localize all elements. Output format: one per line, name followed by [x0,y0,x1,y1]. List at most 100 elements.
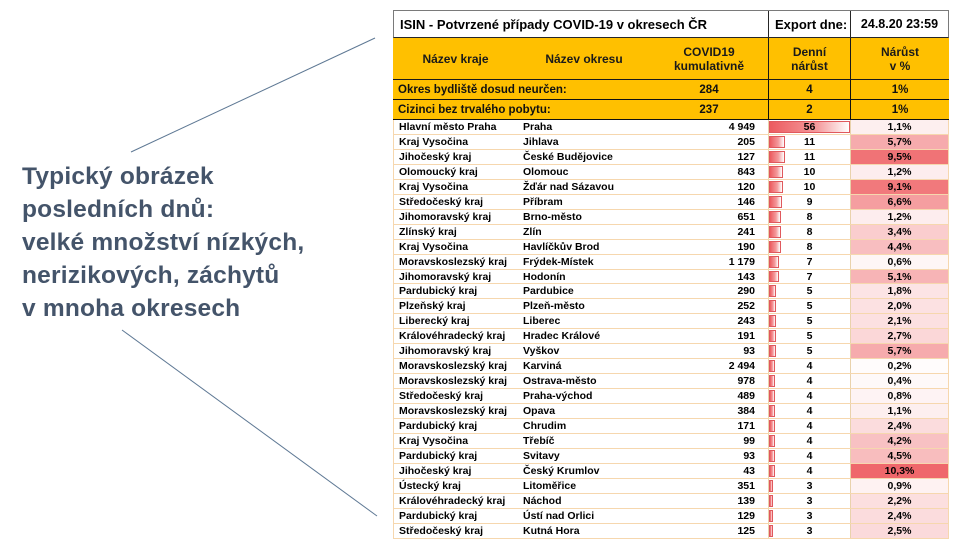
row-cumulative: 146 [737,195,755,208]
row-pct: 1,2% [851,209,949,224]
row-pct: 0,4% [851,374,949,389]
col-header-cumulative-line2: kumulativně [673,58,745,73]
row-pct: 0,9% [851,478,949,493]
row-okres: Ostrava-město [523,375,597,388]
row-pct: 9,1% [851,179,949,194]
row-kraj: Královéhradecký kraj [393,493,518,508]
row-daily-cell: 10 [768,179,851,194]
special-rows-group: Okres bydliště dosud neurčen: 284 4 1% Cizin… [393,80,949,120]
daily-data-bar [769,375,775,388]
row-cumulative: 241 [737,225,755,238]
row-okres: Karviná [523,360,562,373]
row-daily-cell: 3 [768,523,851,538]
row-daily-cell: 5 [768,314,851,329]
col-header-pct-line1: Nárůst [880,44,919,59]
row-okres: Příbram [523,195,563,208]
row-okres: Frýdek-Místek [523,255,594,268]
row-daily-cell: 11 [768,149,851,164]
daily-data-bar [769,150,785,163]
data-rows-group: Hlavní město Praha Praha 4 949 56 1,1% Kraj V… [393,120,949,539]
row-daily-value: 4 [806,420,813,433]
row-okres: Ústí nad Orlici [523,509,595,522]
row-daily-cell: 4 [768,419,851,434]
row-daily-value: 4 [806,360,813,373]
row-daily-value: 8 [806,210,813,223]
callout-line-bottom [121,329,378,517]
table-row: Zlínský kraj Zlín 241 8 3,4% [393,224,949,240]
special-row-daily: 4 [768,80,851,99]
row-daily-value: 9 [806,195,813,208]
row-cumulative: 143 [737,270,755,283]
table-row: Pardubický kraj Ústí nad Orlici 129 3 2,4% [393,508,949,524]
row-okres: Opava [523,405,556,418]
special-row-pct: 1% [891,83,909,96]
row-daily-value: 5 [806,345,813,358]
callout-line-top [130,37,376,153]
row-okres: Český Krumlov [523,464,600,477]
row-cumulative: 489 [737,390,755,403]
row-cumulative: 1 179 [728,255,755,268]
table-row: Středočeský kraj Kutná Hora 125 3 2,5% [393,523,949,539]
row-daily-cell: 8 [768,239,851,254]
row-kraj: Plzeňský kraj [393,299,518,314]
row-daily-cell: 56 [768,120,851,134]
row-pct: 0,8% [851,389,949,404]
row-okres: Jihlava [523,135,559,148]
daily-data-bar [769,464,775,477]
row-kraj: Moravskoslezský kraj [393,359,518,374]
daily-data-bar [769,121,850,133]
row-pct: 5,7% [851,344,949,359]
annotation-line: nerizikových, záchytů [22,262,280,289]
daily-data-bar [769,390,775,403]
row-kraj: Liberecký kraj [393,314,518,329]
table-row: Kraj Vysočina Havlíčkův Brod 190 8 4,4% [393,239,949,255]
row-okres: Pardubice [523,285,574,298]
table-row: Moravskoslezský kraj Opava 384 4 1,1% [393,404,949,420]
daily-data-bar [769,509,774,522]
row-cumulative: 129 [737,509,755,522]
row-cumulative: 351 [737,479,755,492]
col-header-okres: Název okresu [518,38,650,79]
table-row: Kraj Vysočina Jihlava 205 11 5,7% [393,134,949,150]
row-kraj: Středočeský kraj [393,389,518,404]
row-kraj: Jihočeský kraj [393,149,518,164]
row-daily-cell: 5 [768,329,851,344]
row-okres: Praha-východ [523,390,593,403]
row-okres: Hradec Králové [523,330,601,343]
col-header-daily-line1: Denní [792,44,827,59]
row-pct: 3,4% [851,224,949,239]
special-row-daily: 2 [768,100,851,119]
row-cumulative: 139 [737,494,755,507]
row-okres: Plzeň-město [523,300,585,313]
daily-data-bar [769,240,781,253]
annotation-line: v mnoha okresech [22,295,241,322]
row-cumulative: 205 [737,135,755,148]
row-cumulative: 290 [737,285,755,298]
row-daily-cell: 9 [768,194,851,209]
annotation-line: posledních dnů: [22,196,215,223]
row-pct: 4,2% [851,434,949,448]
row-pct: 2,5% [851,523,949,538]
row-daily-cell: 8 [768,209,851,224]
row-okres: Chrudim [523,420,567,433]
daily-data-bar [769,195,783,208]
row-daily-cell: 4 [768,389,851,404]
annotation-line: Typický obrázek [22,163,214,190]
special-row-cumulative: 237 [699,103,719,116]
row-kraj: Jihomoravský kraj [393,344,518,359]
daily-data-bar [769,405,775,418]
row-cumulative: 120 [737,180,755,193]
row-okres: Třebíč [523,434,555,447]
row-okres: Havlíčkův Brod [523,240,600,253]
row-pct: 10,3% [851,463,949,478]
row-kraj: Jihočeský kraj [393,463,518,478]
row-daily-value: 8 [806,225,813,238]
table-row: Pardubický kraj Chrudim 171 4 2,4% [393,419,949,435]
row-pct: 1,1% [851,404,949,419]
row-kraj: Kraj Vysočina [393,434,518,448]
row-daily-value: 4 [806,390,813,403]
col-header-pct-line2: v % [889,58,911,73]
col-header-kraj: Název kraje [393,38,518,79]
row-daily-value: 5 [806,330,813,343]
